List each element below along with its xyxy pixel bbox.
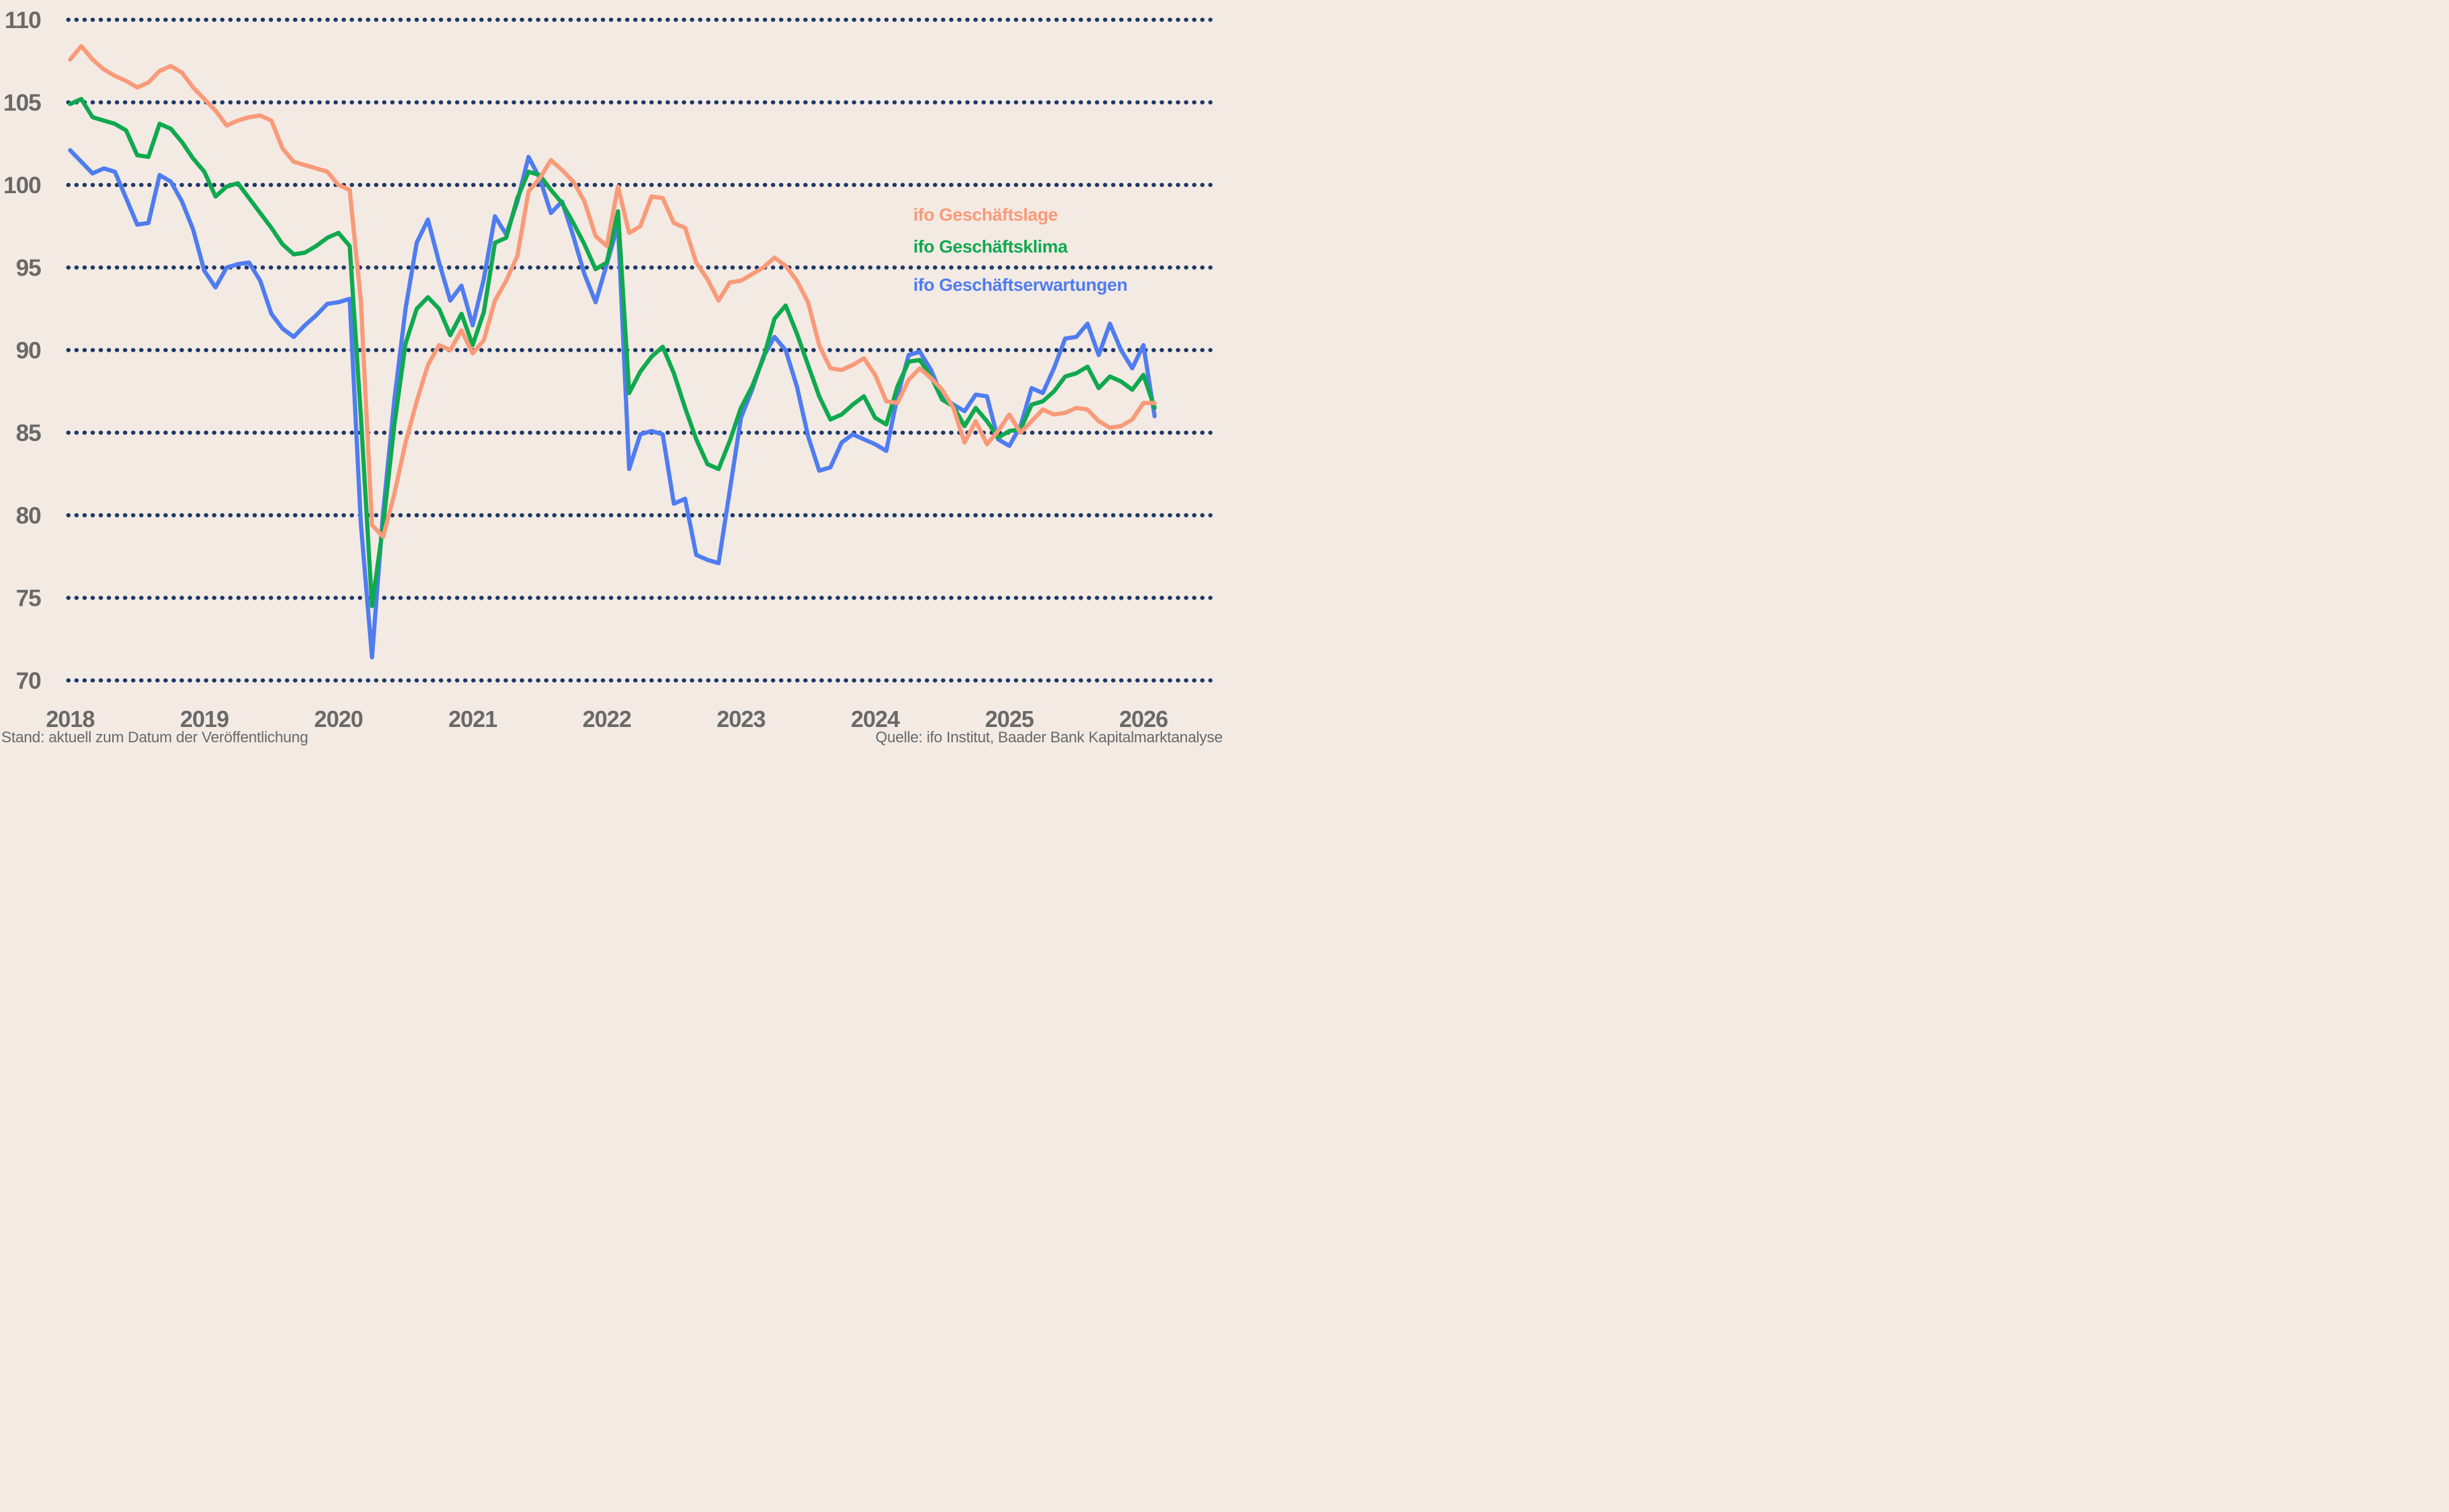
x-tick-label-2024: 2024 bbox=[851, 706, 900, 732]
x-tick-label-2022: 2022 bbox=[582, 706, 631, 732]
y-tick-label-90: 90 bbox=[16, 337, 41, 363]
legend: ifo Geschäftslage ifo Geschäftsklima ifo G… bbox=[913, 205, 1128, 295]
y-tick-label-95: 95 bbox=[16, 255, 41, 281]
stand-note: Stand: aktuell zum Datum der Veröffentli… bbox=[1, 729, 308, 746]
x-tick-label-2025: 2025 bbox=[985, 706, 1034, 732]
series-line-ifo-gesch-ftsklima bbox=[68, 97, 1157, 608]
x-tick-label-2018: 2018 bbox=[46, 706, 94, 732]
footer-annotations: Stand: aktuell zum Datum der Veröffentli… bbox=[1, 729, 1223, 746]
legend-label-ifo-gesch-ftserwartungen: ifo Geschäftserwartungen bbox=[913, 275, 1128, 295]
series-layer bbox=[68, 44, 1157, 659]
y-axis-labels: 110 105 100 95 90 85 80 75 70 bbox=[3, 7, 41, 694]
legend-label-ifo-gesch-ftslage: ifo Geschäftslage bbox=[913, 205, 1058, 224]
quelle-note: Quelle: ifo Institut, Baader Bank Kapita… bbox=[876, 729, 1223, 746]
y-tick-label-85: 85 bbox=[16, 420, 41, 446]
y-tick-label-70: 70 bbox=[16, 668, 41, 694]
x-tick-label-2026: 2026 bbox=[1119, 706, 1168, 732]
y-tick-label-80: 80 bbox=[16, 503, 41, 529]
x-axis-labels: 2018 2019 2020 2021 2022 2023 2024 2025 2026 bbox=[46, 706, 1168, 732]
x-tick-label-2019: 2019 bbox=[180, 706, 228, 732]
y-tick-label-110: 110 bbox=[4, 7, 41, 33]
y-tick-label-75: 75 bbox=[16, 585, 41, 612]
series-line-ifo-gesch-ftslage bbox=[68, 44, 1157, 539]
x-tick-label-2021: 2021 bbox=[448, 706, 497, 732]
x-tick-label-2023: 2023 bbox=[717, 706, 765, 732]
chart-canvas: 110 105 100 95 90 85 80 75 70 2018 2019 2020 2021 20… bbox=[0, 0, 1224, 756]
x-tick-label-2020: 2020 bbox=[314, 706, 363, 732]
legend-label-ifo-gesch-ftsklima: ifo Geschäftsklima bbox=[913, 237, 1068, 256]
y-tick-label-100: 100 bbox=[3, 172, 41, 198]
y-tick-label-105: 105 bbox=[3, 90, 41, 116]
